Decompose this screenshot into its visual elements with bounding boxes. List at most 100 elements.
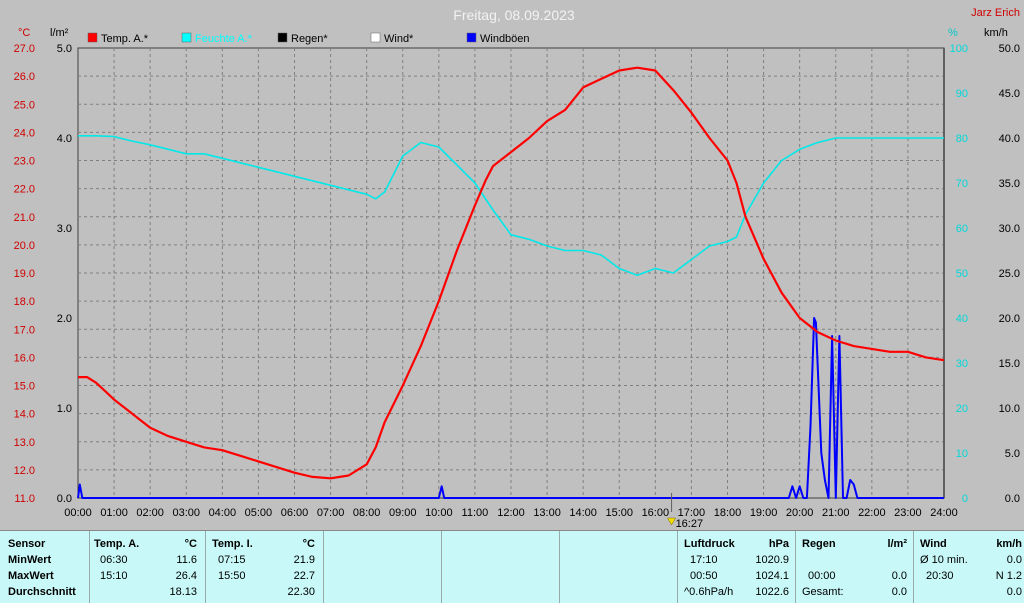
stats-empty-column-1	[324, 531, 442, 603]
y-tick-label-temp: 21.0	[14, 212, 35, 224]
y-tick-label-humidity: 90	[956, 88, 968, 100]
time-marker-label: 16:27	[676, 518, 704, 530]
temp-i-min-time: 07:15	[218, 554, 246, 566]
temp-a-header: Temp. A.	[94, 538, 140, 550]
stats-sensor-header: Sensor	[8, 538, 46, 550]
stats-wind-column: Wind km/h Ø 10 min. 0.0 20:30 N 1.2 0.0	[914, 531, 1024, 603]
legend-swatch	[87, 32, 98, 43]
x-tick-label: 01:00	[100, 507, 128, 519]
x-tick-label: 05:00	[245, 507, 273, 519]
y-tick-label-humidity: 60	[956, 223, 968, 235]
y-tick-label-wind: 10.0	[999, 403, 1020, 415]
x-tick-label: 10:00	[425, 507, 453, 519]
y-tick-label-humidity: 80	[956, 133, 968, 145]
stats-empty-column-3	[560, 531, 678, 603]
y-tick-label-rain: 0.0	[57, 493, 72, 505]
legend-label: Temp. A.*	[101, 33, 149, 45]
y-tick-label-wind: 20.0	[999, 313, 1020, 325]
y-tick-label-humidity: 0	[962, 493, 968, 505]
y-tick-label-temp: 25.0	[14, 99, 35, 111]
legend-label: Windböen	[480, 33, 530, 45]
temp-a-max-value: 26.4	[175, 570, 197, 582]
y-tick-label-rain: 2.0	[57, 313, 72, 325]
temp-a-max-time: 15:10	[100, 570, 128, 582]
y-tick-label-rain: 5.0	[57, 43, 72, 55]
y-tick-label-temp: 11.0	[14, 493, 35, 505]
y-tick-label-temp: 22.0	[14, 184, 35, 196]
pressure-header: Luftdruck	[684, 538, 735, 550]
pressure-max-time: 00:50	[690, 570, 718, 582]
y-tick-label-temp: 19.0	[14, 268, 35, 280]
y-tick-label-temp: 14.0	[14, 409, 35, 421]
temp-i-unit: °C	[302, 538, 315, 550]
pressure-min-value: 1020.9	[755, 554, 789, 566]
rain-max-time: 00:00	[808, 570, 836, 582]
y-tick-label-humidity: 10	[956, 448, 968, 460]
x-tick-label: 19:00	[750, 507, 778, 519]
stats-table: Sensor MinWert MaxWert Durchschnitt Temp…	[0, 530, 1024, 603]
y-tick-label-wind: 0.0	[1005, 493, 1020, 505]
y-tick-label-humidity: 70	[956, 178, 968, 190]
hum-axis-unit: %	[948, 27, 958, 39]
temp-i-avg-value: 22.30	[287, 586, 315, 598]
x-tick-label: 11:00	[462, 507, 489, 519]
pressure-min-time: 17:10	[690, 554, 718, 566]
temp-a-min-time: 06:30	[100, 554, 128, 566]
y-tick-label-humidity: 50	[956, 268, 968, 280]
time-marker-arrow	[667, 517, 677, 526]
chart-title: Freitag, 08.09.2023	[453, 7, 575, 23]
x-tick-label: 07:00	[317, 507, 345, 519]
y-tick-label-wind: 35.0	[999, 178, 1020, 190]
chart-grid	[77, 47, 945, 499]
legend-label: Wind*	[384, 33, 414, 45]
x-tick-label: 06:00	[281, 507, 309, 519]
legend-swatch	[370, 32, 381, 43]
author-label: Jarz Erich	[971, 7, 1020, 19]
x-tick-label: 04:00	[209, 507, 237, 519]
x-tick-label: 13:00	[533, 507, 561, 519]
wind-max-time: 20:30	[926, 570, 954, 582]
chart-axes: 00:00 01:00 02:00 03:00 04:00 05:00 06:00 07:00…	[14, 43, 1020, 519]
pressure-avg-value: 1022.6	[755, 586, 789, 598]
x-tick-label: 14:00	[569, 507, 597, 519]
y-tick-label-wind: 15.0	[999, 358, 1020, 370]
rain-unit: l/m²	[887, 538, 907, 550]
y-tick-label-temp: 17.0	[14, 324, 35, 336]
x-tick-label: 20:00	[786, 507, 814, 519]
pressure-unit: hPa	[768, 538, 789, 550]
y-tick-label-temp: 13.0	[14, 437, 35, 449]
chart-series	[77, 66, 945, 499]
y-tick-label-humidity: 100	[950, 43, 968, 55]
y-tick-label-temp: 20.0	[14, 240, 35, 252]
rain-total-label: Gesamt:	[802, 586, 844, 598]
pressure-max-value: 1024.1	[755, 570, 789, 582]
wind-avg10-value: 0.0	[1006, 554, 1022, 566]
weather-chart: Freitag, 08.09.2023 Jarz Erich °C l/m² %…	[13, 7, 1020, 530]
y-tick-label-temp: 16.0	[14, 352, 35, 364]
time-marker: 16:27	[667, 493, 704, 530]
y-tick-label-temp: 24.0	[14, 127, 35, 139]
legend-swatch	[277, 32, 288, 43]
chart-legend: Temp. A.* Feuchte A.* Regen* Wind* Windböen	[87, 32, 530, 45]
series-line-wind	[77, 317, 944, 499]
y-tick-label-wind: 40.0	[999, 133, 1020, 145]
y-tick-label-wind: 50.0	[999, 43, 1020, 55]
x-tick-label: 16:00	[642, 507, 670, 519]
y-tick-label-rain: 3.0	[57, 223, 72, 235]
temp-a-unit: °C	[184, 538, 197, 550]
x-tick-label: 24:00	[930, 507, 958, 519]
temp-i-max-value: 22.7	[293, 570, 315, 582]
x-tick-label: 08:00	[353, 507, 381, 519]
x-tick-label: 23:00	[894, 507, 922, 519]
temp-a-min-value: 11.6	[176, 554, 197, 566]
y-tick-label-temp: 12.0	[14, 465, 35, 477]
y-tick-label-rain: 1.0	[57, 403, 72, 415]
x-tick-label: 12:00	[497, 507, 525, 519]
stats-row-label-avg: Durchschnitt	[8, 586, 76, 598]
y-tick-label-wind: 30.0	[999, 223, 1020, 235]
legend-label: Regen*	[291, 33, 328, 45]
stats-rain-column: Regen l/m² 00:00 0.0 Gesamt: 0.0	[796, 531, 914, 603]
rain-header: Regen	[802, 538, 836, 550]
temp-a-avg-value: 18.13	[169, 586, 197, 598]
stats-temp-i-column: Temp. I. °C 07:15 21.9 15:50 22.7 22.30	[206, 531, 324, 603]
